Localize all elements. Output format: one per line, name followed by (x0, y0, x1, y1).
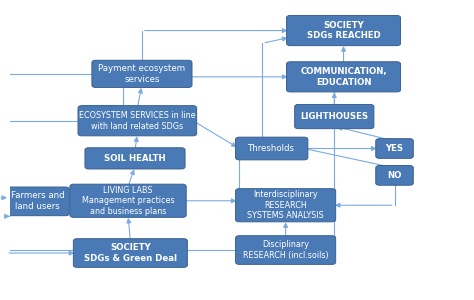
FancyBboxPatch shape (6, 187, 69, 216)
Text: LIGHTHOUSES: LIGHTHOUSES (300, 112, 368, 121)
Text: Interdisciplinary
RESEARCH
SYSTEMS ANALYSIS: Interdisciplinary RESEARCH SYSTEMS ANALY… (247, 190, 324, 220)
Text: Disciplinary
RESEARCH (incl.soils): Disciplinary RESEARCH (incl.soils) (243, 240, 328, 260)
FancyBboxPatch shape (236, 236, 336, 264)
FancyBboxPatch shape (287, 62, 401, 92)
Text: Payment ecosystem
services: Payment ecosystem services (99, 64, 185, 84)
Text: SOIL HEALTH: SOIL HEALTH (104, 154, 166, 163)
FancyBboxPatch shape (92, 60, 192, 87)
FancyBboxPatch shape (73, 239, 187, 267)
Text: SOCIETY
SDGs REACHED: SOCIETY SDGs REACHED (307, 21, 381, 40)
FancyBboxPatch shape (85, 148, 185, 169)
Text: SOCIETY
SDGs & Green Deal: SOCIETY SDGs & Green Deal (84, 243, 177, 263)
FancyBboxPatch shape (236, 137, 308, 160)
Text: Farmers and
land users: Farmers and land users (11, 191, 64, 211)
Text: ECOSYSTEM SERVICES in line
with land related SDGs: ECOSYSTEM SERVICES in line with land rel… (79, 111, 196, 130)
Text: LIVING LABS
Management practices
and business plans: LIVING LABS Management practices and bus… (82, 185, 174, 216)
FancyBboxPatch shape (376, 139, 413, 158)
FancyBboxPatch shape (376, 166, 413, 185)
FancyBboxPatch shape (236, 189, 336, 222)
Text: COMMUNICATION,
EDUCATION: COMMUNICATION, EDUCATION (300, 67, 387, 87)
FancyBboxPatch shape (78, 106, 197, 136)
Text: Thresholds: Thresholds (248, 144, 295, 153)
FancyBboxPatch shape (70, 184, 186, 217)
FancyBboxPatch shape (287, 16, 401, 46)
Text: NO: NO (387, 171, 401, 180)
Text: YES: YES (385, 144, 403, 153)
FancyBboxPatch shape (295, 104, 374, 129)
